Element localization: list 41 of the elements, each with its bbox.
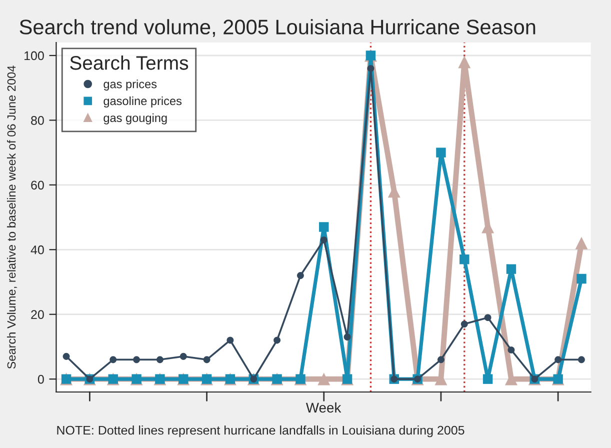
point — [318, 372, 330, 386]
legend-label: gasoline prices — [104, 96, 182, 108]
point — [436, 148, 446, 158]
legend-title: Search Terms — [70, 56, 188, 70]
point — [508, 346, 515, 354]
point — [344, 334, 351, 340]
legend-label: gas gouging — [104, 113, 167, 124]
point — [554, 356, 562, 364]
point — [575, 236, 588, 250]
point — [274, 336, 281, 344]
point — [296, 272, 304, 279]
point — [460, 254, 470, 264]
point — [226, 336, 234, 344]
point — [506, 264, 516, 274]
point — [156, 356, 164, 364]
point — [367, 64, 374, 72]
point — [437, 356, 444, 364]
y-tick-label: 60 — [31, 180, 44, 190]
point — [484, 314, 492, 322]
point — [62, 352, 70, 360]
y-tick-label: 20 — [31, 310, 44, 319]
x-axis-title: Week — [306, 402, 342, 413]
point — [576, 274, 586, 284]
point — [482, 374, 493, 384]
point — [319, 222, 329, 232]
y-axis-title: Search Volume, relative to baseline week of 06 June 2004 — [6, 66, 18, 369]
point — [180, 352, 187, 360]
chart-title: Search trend volume, 2005 Louisiana Hurricane Season — [20, 19, 536, 37]
point — [203, 356, 210, 364]
y-tick-label: 80 — [31, 116, 44, 125]
point — [458, 56, 471, 68]
y-tick-label: 40 — [30, 245, 44, 254]
point — [320, 236, 328, 244]
point — [133, 356, 140, 364]
y-tick-label: 100 — [24, 51, 44, 60]
legend-label: gas prices — [104, 80, 157, 91]
point — [460, 320, 468, 328]
y-tick-label: 0 — [38, 374, 44, 384]
point — [110, 356, 117, 364]
text: NOTE: Dotted lines represent hurricane landfalls in Louisiana during 2005 — [57, 426, 464, 438]
point — [578, 356, 585, 364]
